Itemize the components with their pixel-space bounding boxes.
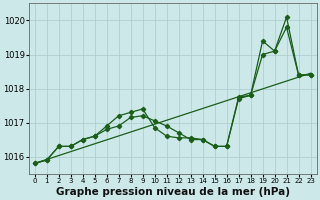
X-axis label: Graphe pression niveau de la mer (hPa): Graphe pression niveau de la mer (hPa): [56, 187, 290, 197]
